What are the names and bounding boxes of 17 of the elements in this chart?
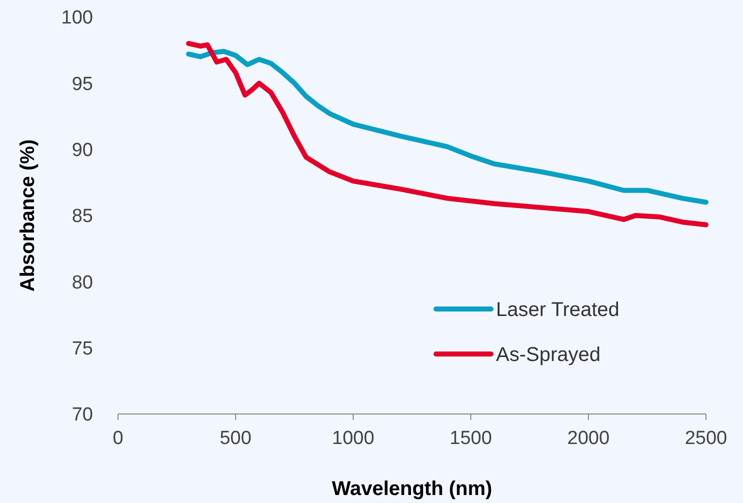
x-tick-label: 1000 <box>332 428 374 449</box>
y-tick-label: 80 <box>72 272 93 294</box>
legend-label: As-Sprayed <box>496 344 600 366</box>
x-tick-label: 2000 <box>567 428 610 449</box>
y-tick-label: 95 <box>72 74 93 95</box>
y-tick-label: 70 <box>72 404 93 426</box>
x-tick-label: 0 <box>112 428 124 449</box>
y-tick-label: 100 <box>61 8 93 29</box>
x-tick-label: 2500 <box>684 428 728 449</box>
x-tick-label: 1500 <box>450 428 492 449</box>
legend-label: Laser Treated <box>496 299 620 321</box>
y-tick-label: 85 <box>72 206 93 228</box>
x-tick-label: 500 <box>220 428 252 449</box>
y-axis-title: Absorbance (%) <box>17 139 39 292</box>
y-tick-label: 90 <box>72 140 93 161</box>
y-tick-label: 75 <box>72 338 93 360</box>
x-axis-title: Wavelength (nm) <box>332 478 492 500</box>
